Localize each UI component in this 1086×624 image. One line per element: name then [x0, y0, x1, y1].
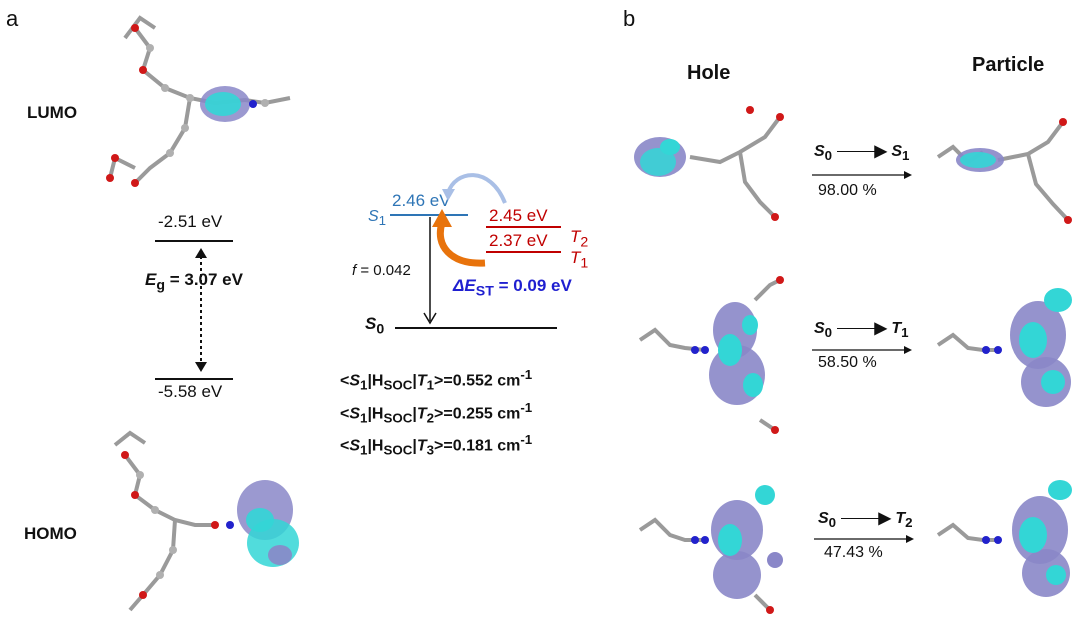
- hole-orbital-t2: [638, 485, 783, 614]
- soc-line-t2: <S1|HSOC|T2>=0.255 cm-1: [340, 399, 533, 426]
- t1-label: T1: [570, 248, 589, 272]
- transition-s0-s1: S0 ▶ S1: [814, 143, 910, 164]
- percent-t1: 58.50 %: [818, 354, 877, 371]
- homo-energy: -5.58 eV: [158, 382, 223, 401]
- lumo-level-line: [155, 240, 233, 242]
- lumo-label: LUMO: [27, 103, 78, 122]
- transition-s0-t1: S0 ▶ T1: [814, 320, 909, 341]
- homo-molecule-image: [113, 430, 299, 612]
- soc-list: <S1|HSOC|T1>=0.552 cm-1 <S1|HSOC|T2>=0.2…: [340, 364, 532, 462]
- s0-label: S0: [365, 314, 385, 338]
- transition-arrow-s1: [812, 171, 912, 179]
- hole-header: Hole: [687, 62, 731, 84]
- homo-level-line: [155, 378, 233, 380]
- t2-label: T2: [570, 227, 589, 251]
- panel-b-letter: b: [623, 6, 636, 31]
- lumo-molecule-image: [106, 15, 291, 187]
- particle-orbital-t2: [936, 480, 1072, 597]
- s1-label: S1: [368, 208, 387, 229]
- t2-energy: 2.45 eV: [489, 206, 548, 225]
- particle-orbital-t1: [936, 288, 1072, 407]
- t2-level-line: [486, 226, 561, 228]
- particle-orbital-s1: [936, 118, 1072, 224]
- soc-line-t3: <S1|HSOC|T3>=0.181 cm-1: [340, 432, 533, 458]
- band-gap-label: Eg = 3.07 eV: [145, 270, 243, 294]
- s1-energy: 2.46 eV: [392, 191, 451, 210]
- t1-level-line: [486, 251, 561, 253]
- delta-est-label: ΔEST = 0.09 eV: [453, 276, 572, 300]
- lumo-energy: -2.51 eV: [158, 212, 223, 231]
- homo-label: HOMO: [24, 524, 77, 543]
- s0-s1-arrow: [423, 217, 437, 325]
- particle-header: Particle: [972, 54, 1045, 76]
- s1-level-line: [390, 214, 468, 216]
- transition-s0-t2: S0 ▶ T2: [818, 510, 913, 531]
- transition-arrow-t2: [814, 535, 914, 543]
- soc-line-t1: <S1|HSOC|T1>=0.552 cm-1: [340, 367, 533, 393]
- s0-level-line: [395, 327, 557, 329]
- panel-a-letter: a: [6, 6, 19, 31]
- percent-t2: 47.43 %: [824, 544, 883, 561]
- t1-energy: 2.37 eV: [489, 231, 548, 250]
- hole-orbital-s1: [634, 106, 784, 221]
- oscillator-strength: f = 0.042: [352, 262, 411, 279]
- hole-orbital-t1: [638, 276, 784, 434]
- isc-risc-arrows: [432, 173, 507, 267]
- transition-arrow-t1: [812, 346, 912, 354]
- percent-s1: 98.00 %: [818, 182, 877, 199]
- gap-arrow: [195, 248, 207, 372]
